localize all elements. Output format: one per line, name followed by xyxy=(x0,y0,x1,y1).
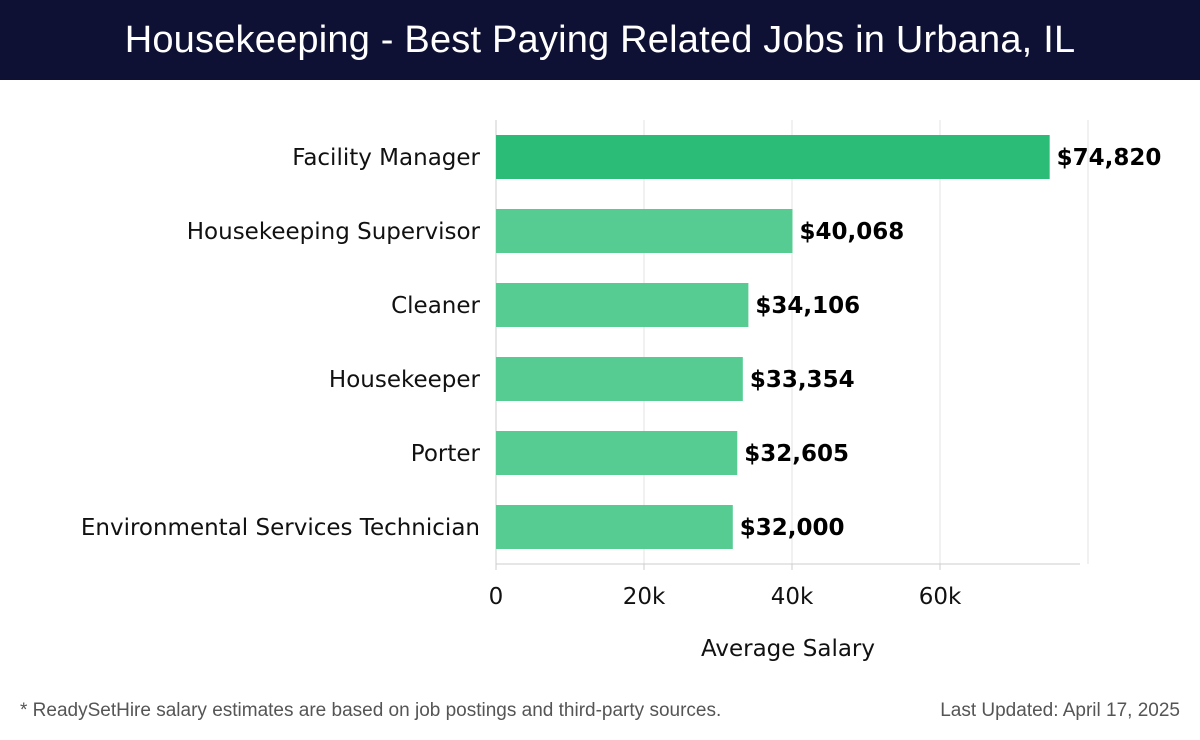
value-label: $74,820 xyxy=(1057,145,1162,171)
value-label: $32,000 xyxy=(740,515,845,541)
x-tick-label: 0 xyxy=(489,584,504,610)
category-label: Porter xyxy=(411,441,481,467)
bar-1 xyxy=(496,135,1050,179)
bar-5 xyxy=(496,431,738,475)
chart-header: Housekeeping - Best Paying Related Jobs … xyxy=(0,0,1200,80)
bar-2 xyxy=(496,209,793,253)
x-tick-label: 20k xyxy=(623,584,666,610)
value-label: $32,605 xyxy=(744,441,849,467)
chart-title: Housekeeping - Best Paying Related Jobs … xyxy=(124,18,1076,61)
value-label: $34,106 xyxy=(755,293,860,319)
bar-4 xyxy=(496,357,743,401)
value-label: $33,354 xyxy=(750,367,855,393)
x-axis-title: Average Salary xyxy=(701,636,875,662)
x-tick-label: 60k xyxy=(919,584,962,610)
footer-note: * ReadySetHire salary estimates are base… xyxy=(20,700,722,721)
salary-bar-chart: Facility Manager $74,820 Housekeeping Supe… xyxy=(81,120,1162,662)
category-label: Housekeeping Supervisor xyxy=(187,219,481,245)
category-label: Cleaner xyxy=(391,293,480,319)
x-tick-label: 40k xyxy=(771,584,814,610)
category-label: Environmental Services Technician xyxy=(81,515,480,541)
bar-3 xyxy=(496,283,749,327)
category-label: Housekeeper xyxy=(329,367,481,393)
bar-6 xyxy=(496,505,733,549)
last-updated: Last Updated: April 17, 2025 xyxy=(940,700,1180,721)
category-label: Facility Manager xyxy=(292,145,480,171)
value-label: $40,068 xyxy=(800,219,905,245)
